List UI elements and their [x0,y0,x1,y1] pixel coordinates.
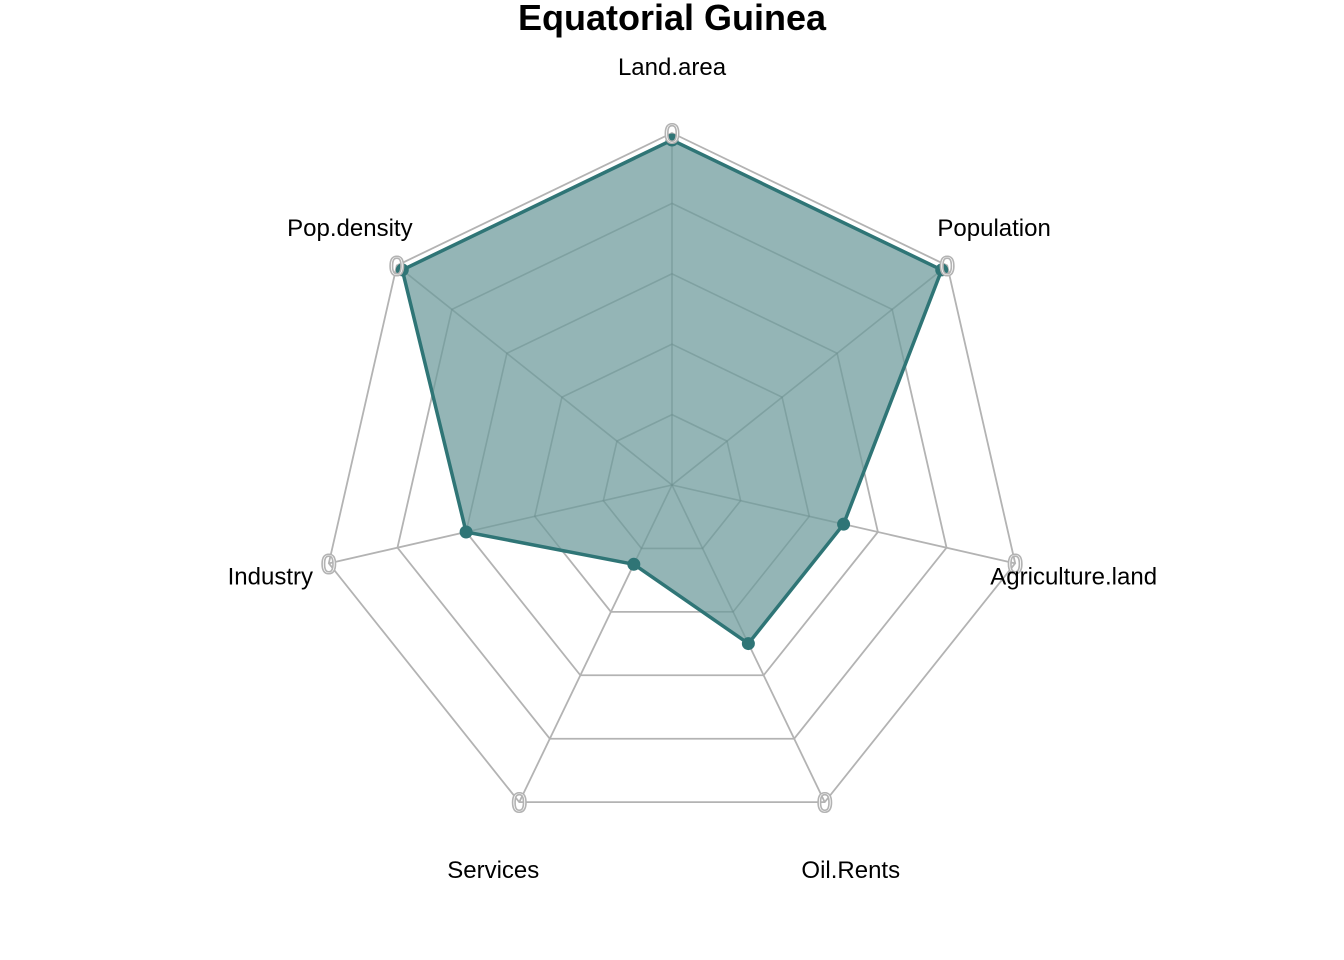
grid-ring-5 [327,132,1017,804]
axis-tick-label-3: 0 [817,787,833,818]
series-point-industry [459,525,473,539]
series-point-agriculture-land [837,517,851,531]
series-line [400,138,944,646]
grid-ring-overlay-1 [602,413,742,550]
grid-spoke-overlay-3 [671,484,826,644]
axis-label-pop-density: Pop.density [287,215,412,242]
axis-tick-labels: 0 0 0 0 0 0 0 [320,117,1024,819]
grid-spoke-overlay-4 [518,484,673,644]
grid-spoke-overlay-5 [402,484,673,565]
axis-labels: Land.area Population Agriculture.land Oil.R… [228,54,1157,884]
axis-label-industry: Industry [228,564,313,591]
series-point-oil-rents [741,637,755,651]
axis-tick-label-5: 0 [321,548,337,579]
axis-label-oil-rents: Oil.Rents [801,857,900,884]
axis-label-services: Services [447,857,539,884]
axis-tick-label-1: 0 [939,251,955,282]
series-point-pop-density [395,263,409,277]
grid-spoke-overlay-6 [402,264,673,486]
axis-tick-label-2: 0 [1007,548,1023,579]
grid-ring-overlay-3 [465,272,879,644]
grid-ring-overlay-4 [402,202,942,644]
series-layer [395,133,949,651]
series-point-population [935,263,949,277]
grid-spoke-overlay-1 [671,264,942,486]
series-point-services [627,557,641,571]
axis-label-population: Population [937,215,1050,242]
grid-overlay [402,140,942,644]
axis-label-land-area: Land.area [618,54,727,81]
series-point-land-area [665,133,679,147]
axis-tick-label-6: 0 [389,251,405,282]
axis-tick-label-0: 0 [664,118,680,149]
axis-tick-label-4: 0 [511,787,527,818]
chart-title: Equatorial Guinea [518,0,827,38]
axis-label-agriculture-land: Agriculture.land [990,564,1157,591]
